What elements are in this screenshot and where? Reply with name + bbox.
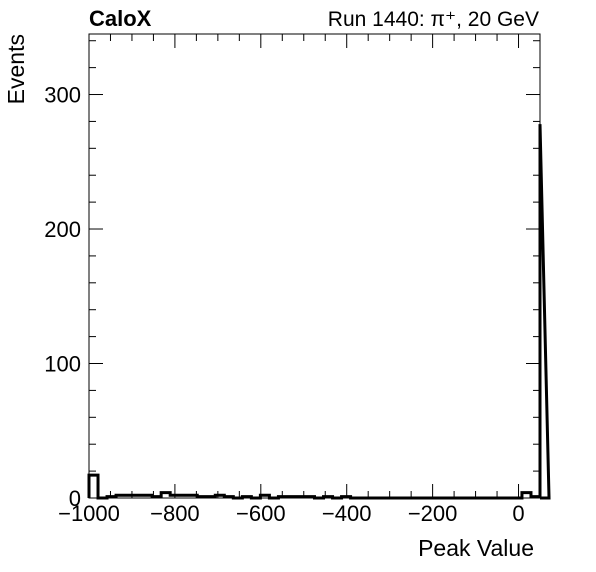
- x-axis-ticks: −1000 −800 −600 −400 −200 0: [58, 34, 541, 526]
- x-tick-label: −600: [236, 501, 286, 526]
- y-tick-label: 100: [44, 352, 81, 377]
- y-tick-label: 300: [44, 83, 81, 108]
- run-info-label: Run 1440: π⁺, 20 GeV: [328, 8, 539, 31]
- y-axis-ticks: 0 100 200 300: [44, 40, 540, 511]
- y-axis-label: Events: [3, 34, 29, 104]
- histogram-outline: [87, 124, 551, 500]
- y-tick-label: 200: [44, 217, 81, 242]
- plot-frame: [88, 33, 541, 499]
- x-tick-label: −800: [150, 501, 200, 526]
- x-tick-label: −200: [408, 501, 458, 526]
- y-tick-label: 0: [69, 486, 81, 511]
- x-tick-label: 0: [512, 501, 524, 526]
- x-axis-label: Peak Value: [418, 535, 534, 561]
- x-tick-label: −400: [322, 501, 372, 526]
- x-tick-label: −1000: [58, 501, 120, 526]
- experiment-label: CaloX: [89, 6, 152, 31]
